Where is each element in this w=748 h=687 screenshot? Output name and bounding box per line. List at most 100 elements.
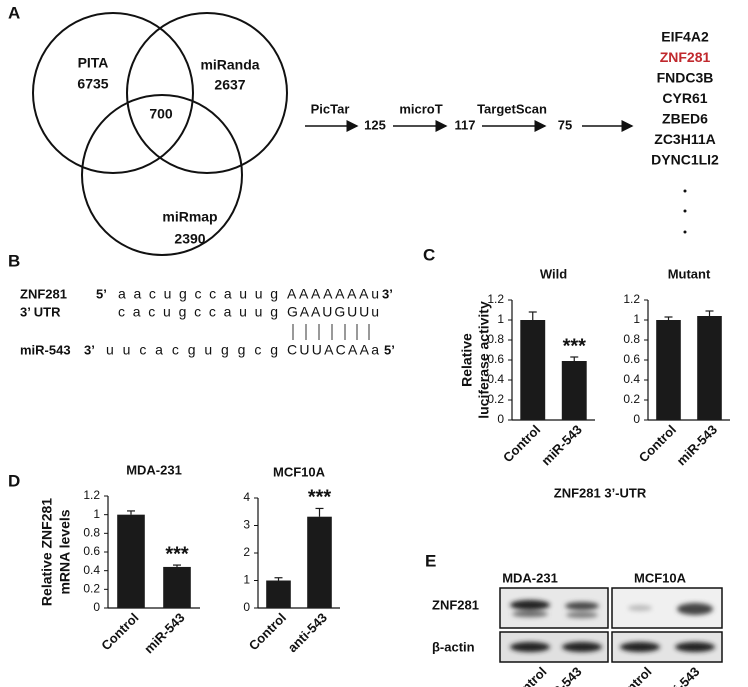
bar <box>266 580 291 608</box>
y-tick-label: 0.4 <box>623 372 640 386</box>
tool: microT <box>399 101 442 116</box>
gene: EIF4A2 <box>661 29 709 45</box>
lane-label: Control <box>506 664 549 687</box>
bar <box>561 361 587 420</box>
y-tick-label: 4 <box>243 490 250 504</box>
y-tick-label: 0 <box>93 600 100 614</box>
y-tick-label: 1 <box>497 312 504 326</box>
x-tick-label: miR-543 <box>141 610 187 656</box>
y-tick-label: 0.6 <box>623 352 640 366</box>
x-tick-label: anti-543 <box>285 610 330 655</box>
x-tick-label: miR-543 <box>674 422 720 468</box>
y-tick-label: 0.8 <box>83 526 100 540</box>
sequence: cacugccauug <box>118 304 278 320</box>
ellipsis <box>683 189 687 234</box>
x-tick-label: Control <box>500 422 543 465</box>
y-tick-label: 0 <box>497 412 504 426</box>
seq-label: 3’ UTR <box>20 304 61 319</box>
y-tick-label: 0.4 <box>487 372 504 386</box>
blot-group: MDA-231 <box>502 570 558 585</box>
panel-label: D <box>8 471 20 490</box>
seq-end: 3’ <box>382 286 393 301</box>
chart-title: MCF10A <box>273 464 326 479</box>
sequence: uucacguggcg <box>106 342 278 358</box>
blot-group: MCF10A <box>634 570 687 585</box>
x-tick-label: Control <box>98 610 141 653</box>
site: CUUACAAa <box>287 342 379 358</box>
seq-end: 3’ <box>84 342 95 357</box>
y-tick-label: 3 <box>243 518 250 532</box>
seq-end: 5’ <box>384 342 395 357</box>
y-tick-label: 0.6 <box>487 352 504 366</box>
venn-label: PITA <box>78 55 109 71</box>
gene: ZC3H11A <box>654 131 715 147</box>
bar <box>520 320 546 420</box>
bar <box>697 316 722 420</box>
x-tick-label: Control <box>636 422 679 465</box>
y-tick-label: 0.8 <box>487 332 504 346</box>
gene: DYNC1LI2 <box>651 152 719 168</box>
step-count: 117 <box>455 117 476 132</box>
pairing <box>292 324 370 340</box>
y-tick-label: 0.2 <box>487 392 504 406</box>
blot <box>499 587 723 663</box>
panel-label: A <box>8 3 20 22</box>
site: AAAAAAAu <box>287 286 379 302</box>
tool: PicTar <box>311 101 350 116</box>
bar <box>307 516 332 608</box>
y-axis-label: mRNA levels <box>57 509 73 594</box>
y-tick-label: 1.2 <box>487 292 504 306</box>
y-tick-label: 2 <box>243 545 250 559</box>
panel-label: E <box>425 551 436 570</box>
y-tick-label: 0.6 <box>83 544 100 558</box>
bar <box>163 566 191 608</box>
x-tick-label: miR-543 <box>538 422 584 468</box>
y-axis-label: Relative <box>459 333 475 387</box>
y-tick-label: 1 <box>633 312 640 326</box>
sequence: aacugccauug <box>118 286 278 302</box>
seq-label: miR-543 <box>20 342 71 357</box>
x-tick-label: Control <box>246 610 289 653</box>
step-count: 125 <box>364 117 386 132</box>
chart-title: MDA-231 <box>126 462 182 477</box>
y-axis-label: Relative ZNF281 <box>39 498 55 606</box>
seq-label: ZNF281 <box>20 286 67 301</box>
y-axis-label: luciferase activity <box>476 301 492 419</box>
seq-end: 5’ <box>96 286 107 301</box>
y-tick-label: 0.2 <box>623 392 640 406</box>
venn <box>32 12 288 256</box>
y-tick-label: 0 <box>243 600 250 614</box>
venn-count: 2390 <box>174 231 205 247</box>
venn-label: miRanda <box>200 57 259 73</box>
lane-label: Control <box>611 664 654 687</box>
y-tick-label: 0.4 <box>83 563 100 577</box>
site: GAAUGUUu <box>287 304 379 320</box>
gene: ZBED6 <box>662 111 708 127</box>
y-tick-label: 1.2 <box>83 488 100 502</box>
chart-title: Mutant <box>668 266 711 281</box>
annotation: *** <box>308 487 332 509</box>
y-tick-label: 1.2 <box>623 292 640 306</box>
y-tick-label: 0.2 <box>83 582 100 596</box>
caption: ZNF281 3’-UTR <box>554 485 647 500</box>
chart-title: Wild <box>540 266 567 281</box>
bar <box>117 514 145 608</box>
venn-count: 6735 <box>77 76 108 92</box>
venn-label: miRmap <box>162 209 217 225</box>
venn-count: 700 <box>149 106 173 122</box>
gene: FNDC3B <box>657 70 714 86</box>
y-tick-label: 1 <box>243 573 250 587</box>
gene: CYR61 <box>662 90 707 106</box>
y-tick-label: 0.8 <box>623 332 640 346</box>
blot-row: β-actin <box>432 639 475 654</box>
panel-label: C <box>423 245 435 264</box>
annotation: *** <box>563 335 587 357</box>
blot-row: ZNF281 <box>432 597 479 612</box>
bar <box>656 320 681 420</box>
lane-label: anti-543 <box>657 664 702 687</box>
venn-count: 2637 <box>214 77 245 93</box>
annotation: *** <box>165 543 189 565</box>
gene: ZNF281 <box>660 49 711 65</box>
panel-label: B <box>8 251 20 270</box>
